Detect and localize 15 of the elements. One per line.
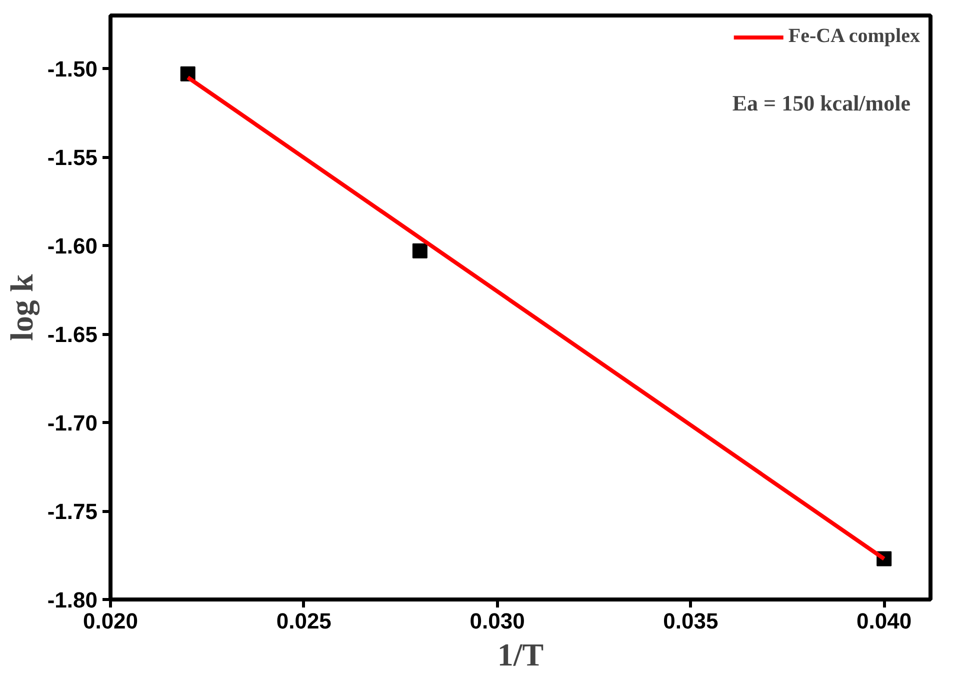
x-tick-label: 0.035: [663, 608, 718, 634]
y-tick-label: -1.55: [47, 145, 98, 170]
y-tick-label: -1.70: [47, 410, 98, 436]
x-tick-label: 0.030: [470, 608, 525, 634]
y-axis-title: log k: [3, 274, 40, 341]
annotation: Ea = 150 kcal/mole: [732, 90, 911, 116]
legend-label: Fe-CA complex: [788, 25, 920, 48]
y-tick-label: -1.65: [47, 322, 98, 348]
x-tick-label: 0.040: [856, 608, 912, 634]
y-tick-label: -1.60: [47, 234, 98, 259]
y-tick-label: -1.50: [47, 56, 98, 82]
y-tick-label: -1.75: [47, 499, 98, 524]
point: [412, 243, 428, 258]
x-tick-label: 0.025: [276, 608, 332, 634]
x-axis-title: 1/T: [497, 636, 544, 672]
